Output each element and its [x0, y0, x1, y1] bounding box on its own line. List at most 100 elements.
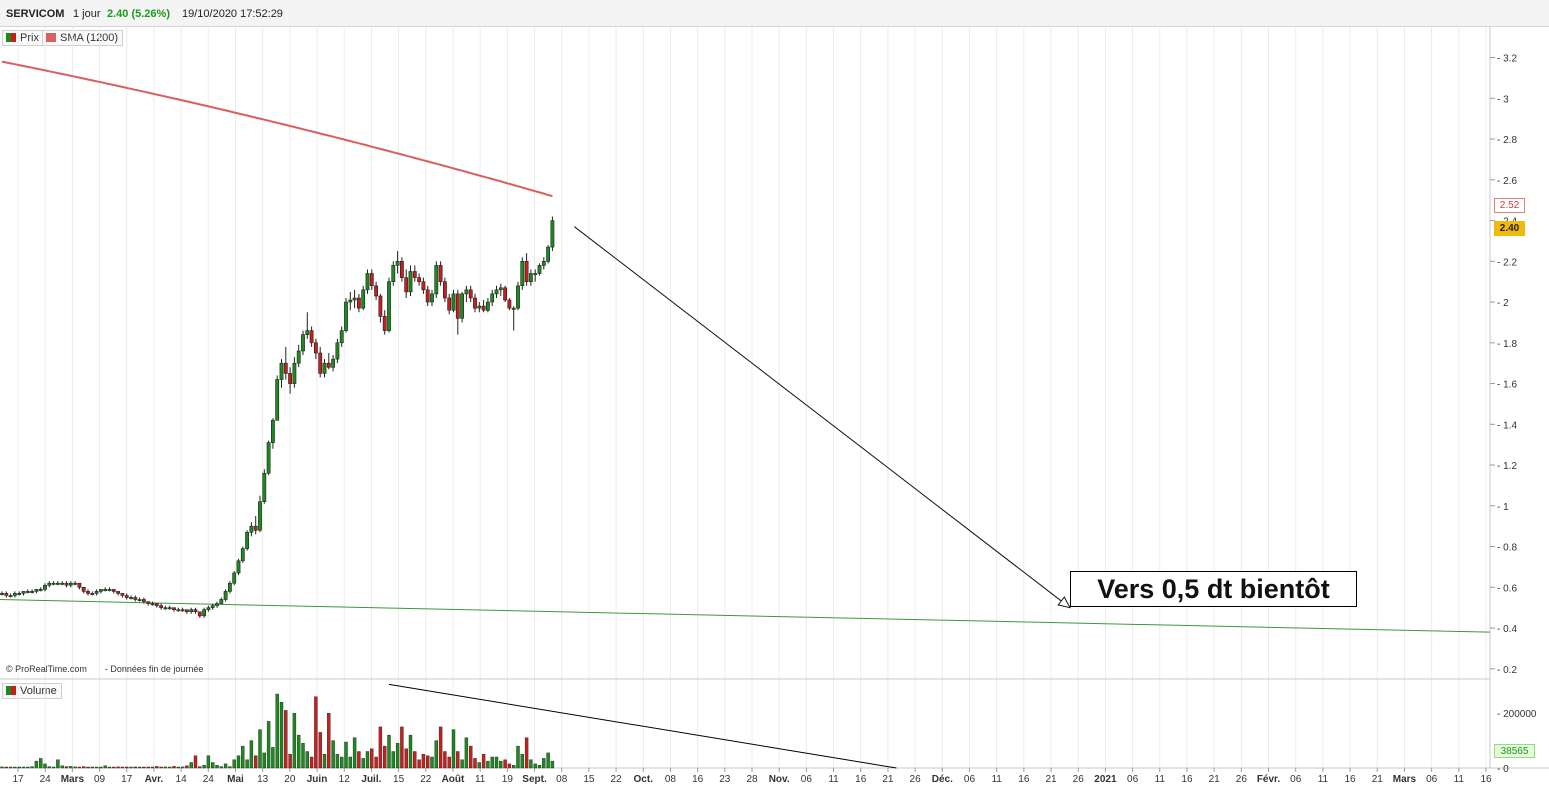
candle-body [516, 285, 520, 309]
candle [305, 312, 310, 339]
annotation-box[interactable]: Vers 0,5 dt bientôt [1070, 571, 1357, 607]
volume-bar [215, 765, 219, 769]
volume-bar [288, 754, 292, 769]
candle [258, 495, 262, 533]
legend-sma[interactable]: SMA (1200) [42, 30, 124, 46]
volume-bar [112, 766, 116, 769]
candle [176, 607, 181, 612]
x-tick-label: 19 [502, 774, 514, 785]
y-tick-label: - 3 [1497, 94, 1509, 105]
candle-body [425, 289, 430, 303]
candle-body [447, 297, 452, 311]
candle [481, 300, 486, 313]
candle [77, 582, 82, 590]
x-tick-label: Oct. [634, 774, 654, 785]
volume-bar [481, 754, 486, 769]
volume-bar [352, 737, 357, 769]
volume-bar [413, 751, 417, 769]
volume-bar [163, 766, 168, 769]
candle [464, 285, 469, 303]
volume-bar [499, 760, 503, 769]
candle [167, 605, 172, 610]
candle-body [382, 315, 387, 331]
x-tick-label: 06 [801, 774, 813, 785]
datetime-label: 19/10/2020 17:52:29 [182, 8, 283, 20]
candle [356, 293, 361, 313]
volume-y-axis: - 0 - 200000 [1497, 709, 1537, 775]
candle-body [498, 287, 503, 291]
candle-body [68, 582, 73, 586]
volume-bar [56, 759, 60, 769]
volume-bar [460, 759, 464, 769]
candle [442, 277, 447, 303]
data-note-text: - Données fin de journée [104, 664, 204, 674]
volume-bar [486, 760, 490, 769]
candle-body [172, 607, 176, 611]
volume-bar [550, 760, 555, 769]
candle [335, 338, 340, 364]
candle-body [13, 593, 17, 596]
candle-body [511, 307, 516, 310]
candle-body [64, 582, 69, 586]
symbol-label[interactable]: SERVICOM [6, 8, 65, 20]
volume-bar [374, 756, 378, 769]
x-tick-label: 16 [1181, 774, 1193, 785]
candle [210, 603, 215, 610]
volume-bar [469, 745, 473, 769]
x-tick-label: 11 [991, 774, 1002, 785]
candle-body [185, 609, 189, 613]
candle-body [245, 531, 250, 549]
candle-body [524, 260, 529, 282]
legend-volume[interactable]: Volume [2, 683, 62, 699]
candle [154, 603, 159, 608]
candle [81, 586, 86, 594]
y-tick-label: - 0.4 [1497, 624, 1517, 635]
legend-sma-label: SMA (1200) [60, 32, 119, 44]
volume-bar [426, 755, 430, 769]
candle-body [352, 297, 357, 301]
volume-bar [275, 693, 279, 769]
candle [382, 310, 387, 335]
candle-body [262, 472, 267, 503]
candle [417, 273, 422, 286]
volume-bar [537, 765, 542, 769]
volume-bar [365, 751, 370, 769]
candle [197, 611, 202, 618]
sma-swatch-icon [46, 33, 56, 42]
candle-body [133, 597, 138, 600]
volume-bar [133, 766, 138, 769]
x-tick-label: 26 [1236, 774, 1248, 785]
candle [133, 595, 138, 602]
candle-body [150, 603, 155, 606]
candle-body [279, 362, 284, 380]
candle [107, 587, 112, 592]
x-tick-label: Mai [227, 774, 244, 785]
candle [30, 589, 35, 594]
candle-body [21, 591, 26, 594]
candle [68, 581, 73, 588]
volume-bar [309, 756, 314, 769]
candle-body [455, 293, 460, 319]
volume-bar [189, 762, 193, 769]
candle [322, 359, 327, 378]
candle [503, 285, 508, 303]
candle-body [8, 595, 13, 598]
legend-prix[interactable]: Prix [2, 30, 44, 46]
volume-bar [34, 760, 39, 769]
candle-body [503, 287, 508, 301]
candle [468, 285, 473, 303]
candle-body [120, 593, 125, 596]
candle-body [219, 599, 224, 604]
volume-bar [305, 751, 309, 769]
x-tick-label: Nov. [769, 774, 790, 785]
candle [318, 346, 323, 378]
candle [309, 326, 314, 347]
volume-bar [253, 755, 258, 769]
candle [150, 601, 155, 606]
candle [430, 289, 434, 307]
candle [51, 581, 56, 586]
candle-body [111, 589, 116, 592]
volume-bar [94, 766, 99, 769]
timeframe-label[interactable]: 1 jour [73, 8, 101, 20]
